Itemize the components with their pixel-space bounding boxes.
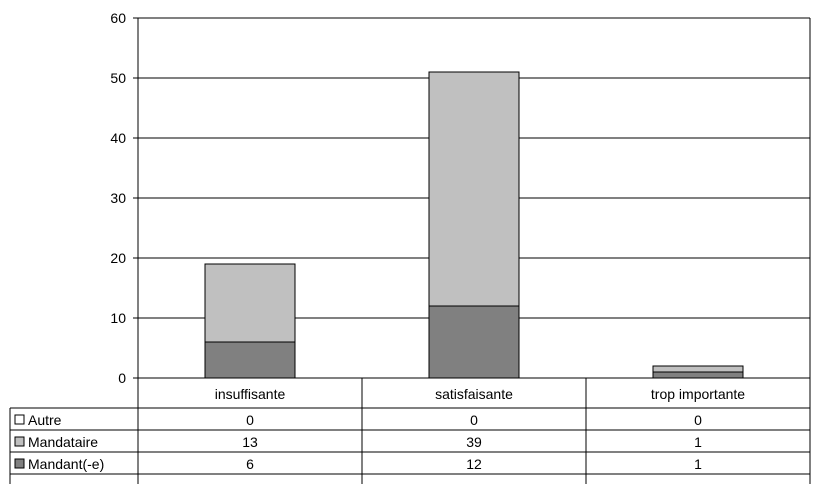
category-label: trop importante [651, 386, 745, 402]
table-value: 0 [470, 412, 478, 428]
bar-mandant-e [652, 371, 744, 379]
legend-swatch-autre [14, 414, 25, 425]
table-value: 0 [694, 412, 702, 428]
y-tick-label: 30 [110, 190, 126, 206]
category-label: insuffisante [215, 386, 286, 402]
legend-label: Mandant(-e) [28, 456, 104, 472]
table-value: 13 [242, 434, 258, 450]
y-tick-label: 10 [110, 310, 126, 326]
y-tick-label: 0 [118, 370, 126, 386]
table-value: 1 [694, 434, 702, 450]
legend-label: Mandataire [28, 434, 98, 450]
bar-mandataire [652, 365, 744, 373]
bars [204, 71, 744, 379]
legend-swatch-mandataire [14, 436, 25, 447]
y-tick-label: 40 [110, 130, 126, 146]
y-tick-label: 20 [110, 250, 126, 266]
y-tick-label: 50 [110, 70, 126, 86]
category-label: satisfaisante [435, 386, 513, 402]
table-value: 1 [694, 456, 702, 472]
table-value: 0 [246, 412, 254, 428]
bar-mandant-e [204, 341, 296, 379]
legend-label: Autre [28, 412, 62, 428]
bar-mandataire [204, 263, 296, 343]
bar-mandant-e [428, 305, 520, 379]
y-tick-label: 60 [110, 10, 126, 26]
table-value: 12 [466, 456, 482, 472]
table-value: 39 [466, 434, 482, 450]
legend-swatch-mandant-e [14, 458, 25, 469]
y-axis: 0 10 20 30 40 50 60 [110, 10, 139, 386]
bar-mandataire [428, 71, 520, 307]
data-table: insuffisante satisfaisante trop importante… [9, 377, 811, 484]
table-value: 6 [246, 456, 254, 472]
